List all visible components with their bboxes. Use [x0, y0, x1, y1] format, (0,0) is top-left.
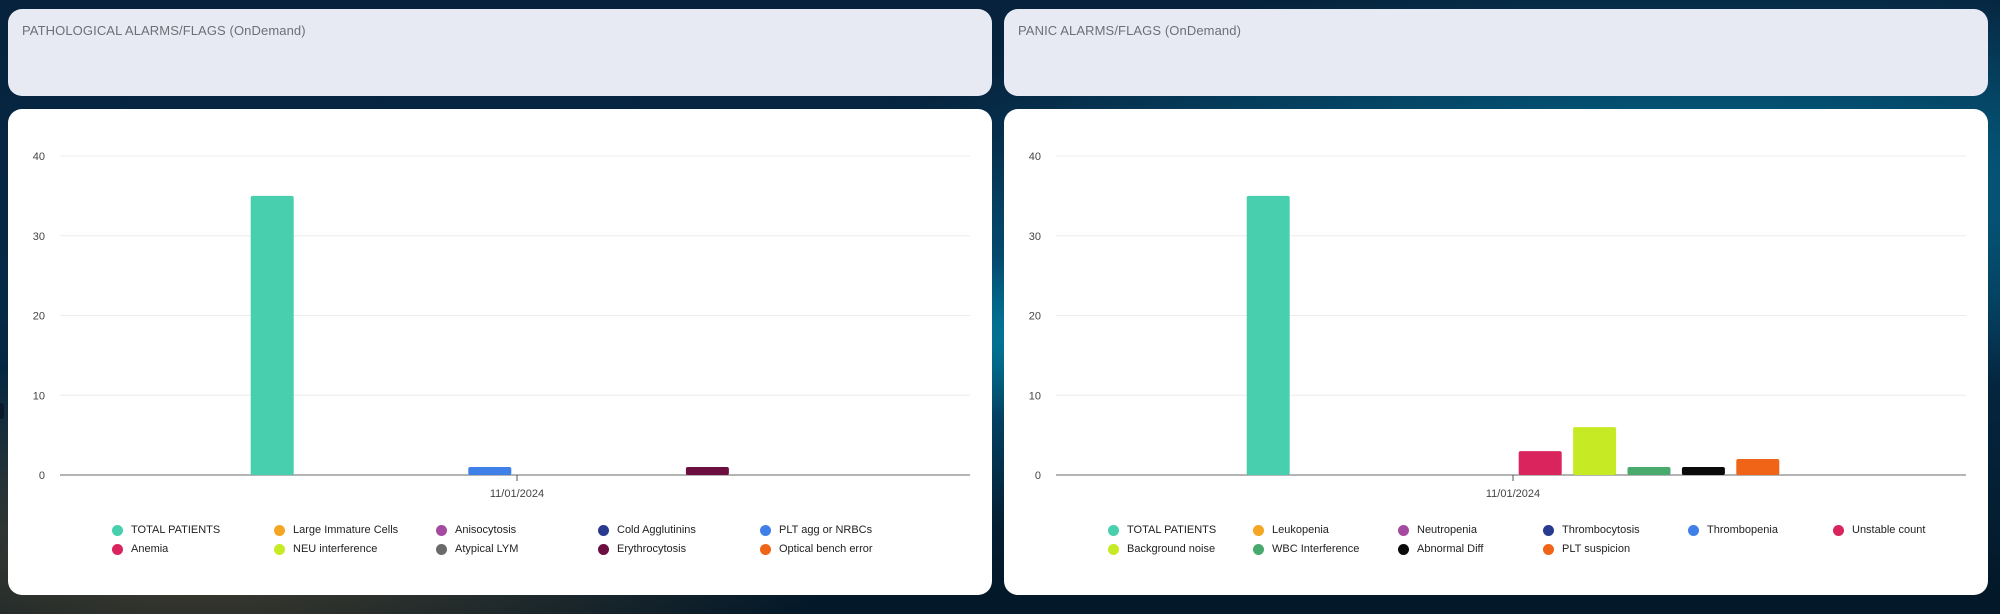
legend-label: Large Immature Cells	[293, 524, 399, 536]
y-tick-label: 40	[1029, 151, 1041, 163]
legend-label: Thrombocytosis	[1562, 524, 1640, 536]
y-tick-label: 0	[39, 470, 45, 482]
legend-label: Cold Agglutinins	[617, 524, 696, 536]
legend-label: Leukopenia	[1272, 524, 1329, 536]
legend-item[interactable]: Background noise	[1108, 543, 1215, 555]
bar-abnormal-diff	[1681, 467, 1725, 475]
legend-item[interactable]: Leukopenia	[1253, 524, 1329, 536]
legend-label: NEU interference	[293, 543, 378, 555]
x-tick-label: 11/01/2024	[490, 488, 544, 500]
legend-item[interactable]: Abnormal Diff	[1398, 543, 1483, 555]
legend-dot-icon	[436, 524, 447, 536]
legend-item[interactable]: Large Immature Cells	[274, 524, 398, 536]
legend-item[interactable]: PLT agg or NRBCs	[760, 524, 872, 536]
panic-panel: PANIC ALARMS/FLAGS (OnDemand) 0 10 20 30 40 1…	[1004, 0, 1996, 614]
legend-item[interactable]: PLT suspicion	[1543, 543, 1630, 555]
legend-item[interactable]: Thrombopenia	[1688, 524, 1778, 536]
legend-dot-icon	[760, 524, 771, 536]
legend-item[interactable]: TOTAL PATIENTS	[1108, 524, 1216, 536]
x-tick-label: 11/01/2024	[1486, 488, 1540, 500]
legend-dot-icon	[1108, 524, 1119, 536]
legend-label: TOTAL PATIENTS	[131, 524, 221, 536]
panel-title: PANIC ALARMS/FLAGS (OnDemand)	[1018, 23, 1242, 38]
legend-dot-icon	[1398, 543, 1409, 555]
legend-label: Optical bench error	[779, 543, 873, 555]
legend-label: Anisocytosis	[455, 524, 517, 536]
chart-card: 0 10 20 30 40 11/01/2024 TOTAL PATIENTS Leukop…	[1004, 109, 1988, 595]
legend-label: PLT agg or NRBCs	[779, 524, 873, 536]
legend-dot-icon	[274, 524, 285, 536]
legend-item[interactable]: Anisocytosis	[436, 524, 516, 536]
legend-dot-icon	[1398, 524, 1409, 536]
legend-item[interactable]: Cold Agglutinins	[598, 524, 696, 536]
legend-dot-icon	[274, 543, 285, 555]
legend-dot-icon	[760, 543, 771, 555]
legend-dot-icon	[1543, 524, 1554, 536]
legend-dot-icon	[1253, 524, 1264, 536]
legend-label: Background noise	[1127, 543, 1216, 555]
legend-dot-icon	[1253, 543, 1264, 555]
legend-label: PLT suspicion	[1562, 543, 1631, 555]
bar-background-noise	[1573, 427, 1617, 475]
legend-dot-icon	[1688, 524, 1699, 536]
legend-dot-icon	[112, 524, 123, 536]
bar-wbc-interference	[1627, 467, 1671, 475]
legend-label: Thrombopenia	[1707, 524, 1778, 536]
legend-label: TOTAL PATIENTS	[1127, 524, 1217, 536]
y-tick-label: 30	[1029, 231, 1041, 243]
y-tick-label: 40	[33, 151, 45, 163]
legend-item[interactable]: NEU interference	[274, 543, 377, 555]
y-tick-label: 20	[1029, 311, 1041, 323]
legend-item[interactable]: WBC Interference	[1253, 543, 1359, 555]
legend-dot-icon	[598, 524, 609, 536]
y-tick-label: 30	[33, 231, 45, 243]
legend-item[interactable]: Optical bench error	[760, 543, 873, 555]
bar-erythrocytosis	[685, 467, 729, 475]
panel-title-card: PANIC ALARMS/FLAGS (OnDemand)	[1004, 9, 1988, 96]
bar-total-patients	[250, 195, 294, 475]
pathological-panel: PATHOLOGICAL ALARMS/FLAGS (OnDemand) 0 10…	[8, 0, 1000, 614]
legend-dot-icon	[1543, 543, 1554, 555]
legend-dot-icon	[598, 543, 609, 555]
legend-label: Erythrocytosis	[617, 543, 687, 555]
legend-dot-icon	[112, 543, 123, 555]
y-tick-label: 0	[1035, 470, 1041, 482]
bar-total-patients	[1246, 195, 1290, 475]
legend-label: WBC Interference	[1272, 543, 1360, 555]
legend-item[interactable]: Atypical LYM	[436, 543, 518, 555]
y-tick-label: 10	[1029, 390, 1041, 402]
legend-item[interactable]: Anemia	[112, 543, 168, 555]
bar-plt-agg-or-nrbcs	[468, 467, 512, 475]
legend-item[interactable]: Thrombocytosis	[1543, 524, 1640, 536]
legend-item[interactable]: Erythrocytosis	[598, 543, 686, 555]
y-tick-label: 20	[33, 311, 45, 323]
legend-label: Neutropenia	[1417, 524, 1477, 536]
legend-item[interactable]: Unstable count	[1833, 524, 1925, 536]
panel-title-card: PATHOLOGICAL ALARMS/FLAGS (OnDemand)	[8, 9, 992, 96]
legend-dot-icon	[1108, 543, 1119, 555]
chart-card: 0 10 20 30 40 11/01/2024 TOTAL PATIENTS Large …	[8, 109, 992, 595]
edge-marker	[0, 403, 4, 419]
bar-unstable-count	[1518, 451, 1562, 475]
bar-chart: 0 10 20 30 40 11/01/2024	[33, 151, 970, 500]
bar-chart: 0 10 20 30 40 11/01/2024	[1029, 151, 1966, 500]
panel-title: PATHOLOGICAL ALARMS/FLAGS (OnDemand)	[22, 23, 306, 38]
bar-plt-suspicion	[1736, 459, 1780, 475]
legend-item[interactable]: Neutropenia	[1398, 524, 1477, 536]
legend-dot-icon	[436, 543, 447, 555]
legend-dot-icon	[1833, 524, 1844, 536]
legend-label: Anemia	[131, 543, 169, 555]
legend-label: Atypical LYM	[455, 543, 519, 555]
y-tick-label: 10	[33, 390, 45, 402]
legend-label: Unstable count	[1852, 524, 1926, 536]
legend-label: Abnormal Diff	[1417, 543, 1484, 555]
legend-item[interactable]: TOTAL PATIENTS	[112, 524, 220, 536]
